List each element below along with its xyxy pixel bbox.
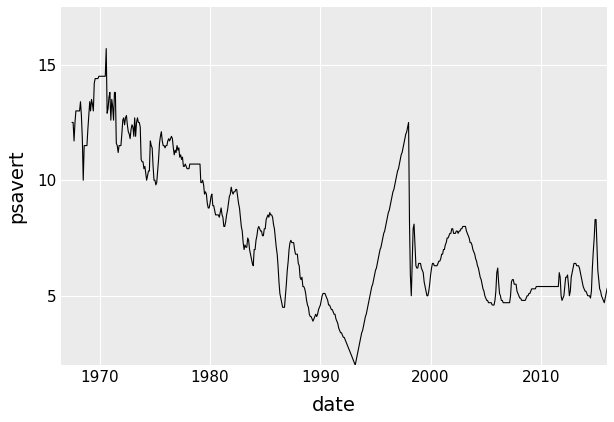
Y-axis label: psavert: psavert bbox=[7, 149, 26, 223]
X-axis label: date: date bbox=[312, 396, 356, 415]
